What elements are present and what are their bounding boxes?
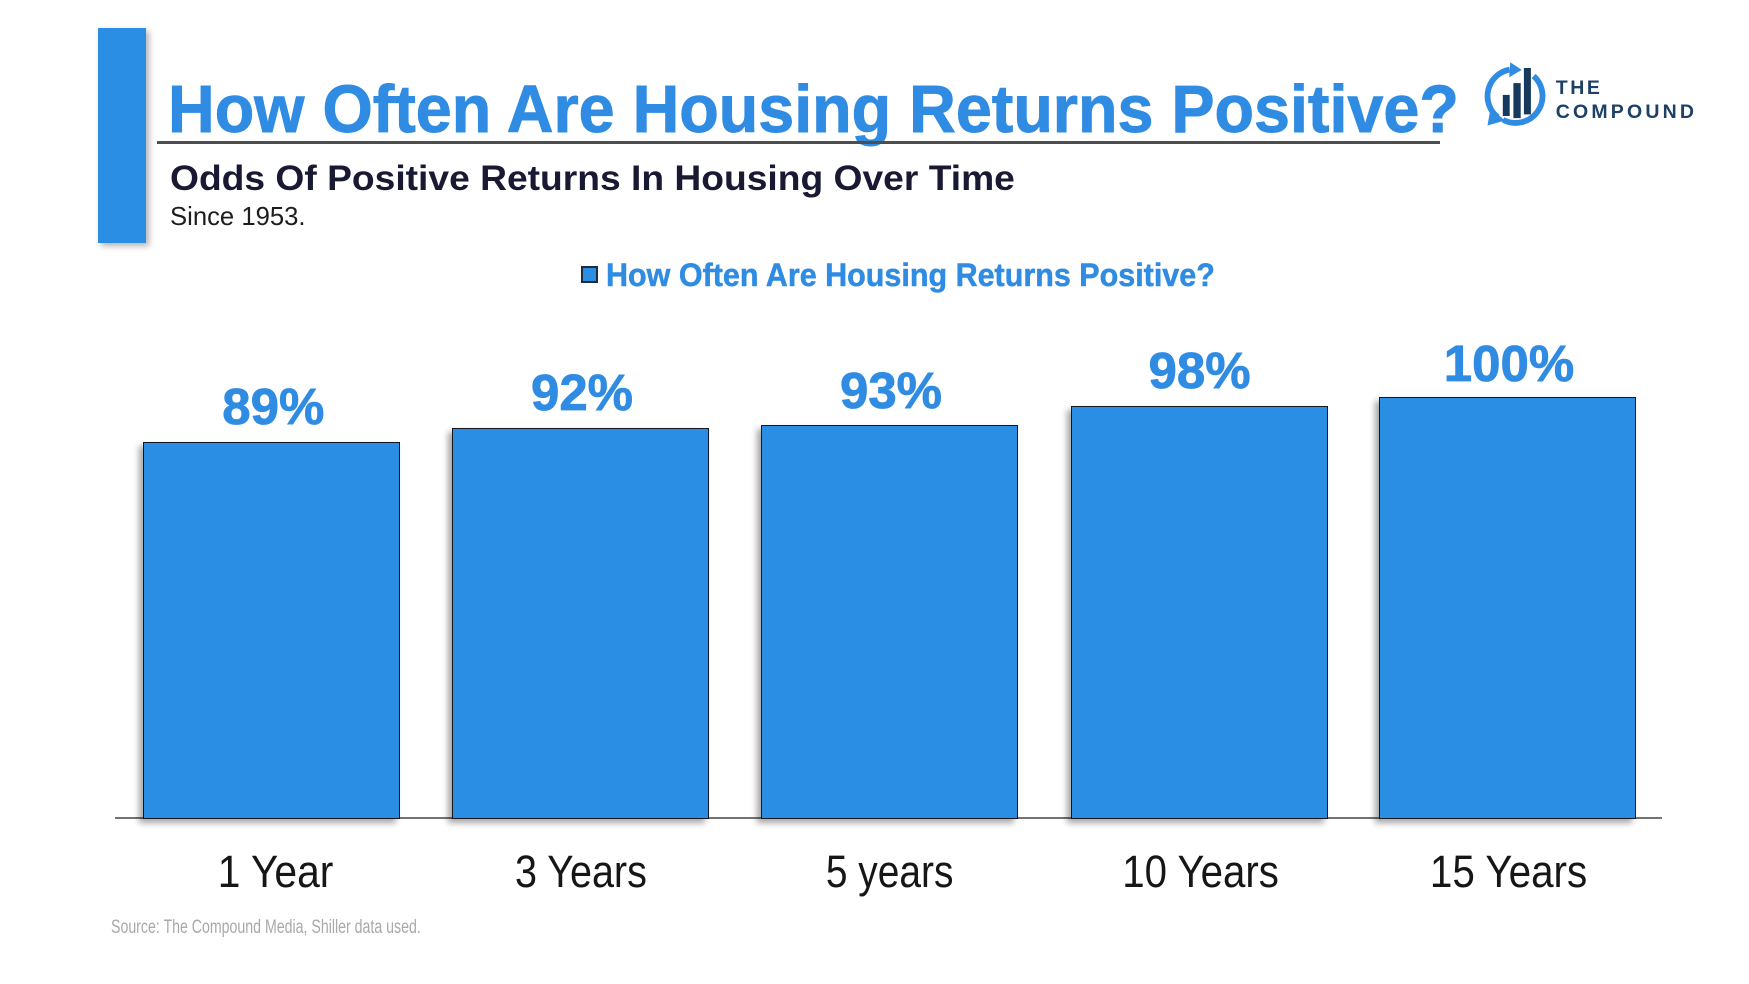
svg-text:THE: THE — [1556, 77, 1603, 99]
svg-text:COMPOUND: COMPOUND — [1556, 101, 1698, 123]
